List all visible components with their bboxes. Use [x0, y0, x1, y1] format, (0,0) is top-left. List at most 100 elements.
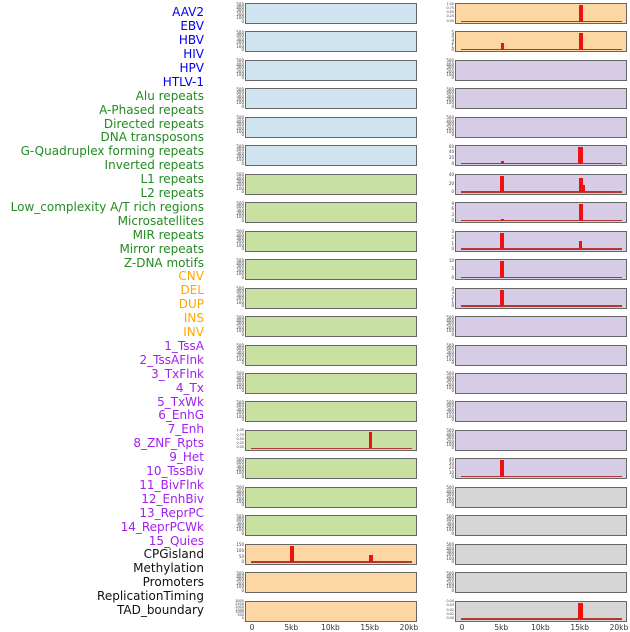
y-tick-label: 300: [446, 321, 454, 327]
y-tick-label: 400: [236, 61, 244, 67]
y-tick-label: 0.75: [446, 5, 454, 10]
zero-baseline: [251, 561, 412, 563]
y-tick-label: 300: [236, 8, 244, 14]
track-label: 15_Quies: [148, 533, 204, 548]
y-tick-label: 0.50: [446, 10, 454, 14]
y-tick-label: 100: [236, 43, 244, 49]
y-tick-label: 400: [446, 488, 454, 494]
track-panel: 150 100 50 0: [236, 543, 417, 565]
y-tick-label: 0: [451, 132, 454, 138]
plot-column-right: 1.00 0.75 0.50 0.25 0.00 5 4 3 2 1 0 500 400 300 200 10…: [446, 0, 628, 632]
y-tick-label: 5: [451, 29, 454, 35]
y-tick-label: 100: [236, 214, 244, 220]
y-tick-label: 300: [446, 406, 454, 412]
y-tick-label: 200: [446, 324, 454, 330]
y-tick-label: 0: [451, 274, 454, 280]
track-label: Mirror repeats: [119, 241, 204, 256]
y-tick-label: 400: [446, 61, 454, 67]
y-tick-label: 300: [446, 492, 454, 498]
y-tick-label: 0: [451, 75, 454, 81]
track-panel: 500 400 300 200 100 0: [446, 344, 627, 366]
track-label: INV: [183, 325, 204, 339]
y-tick-label: 0: [451, 502, 454, 508]
data-spike: [500, 261, 505, 278]
data-spike: [368, 555, 373, 563]
y-tick-label: 400: [446, 317, 454, 323]
y-tick-label: 400: [446, 517, 454, 523]
data-spike: [582, 185, 585, 193]
y-tick-label: 150: [236, 542, 244, 548]
track-label: 1_TssA: [164, 338, 204, 353]
zero-baseline: [461, 20, 622, 22]
y-tick-label: 100: [236, 72, 244, 77]
track-panel: 500 400 300 200 100 0: [446, 429, 627, 451]
y-tick-label: 100: [236, 527, 244, 533]
y-tick-label: 0: [451, 530, 454, 536]
y-tick-label: 500: [236, 143, 244, 149]
track-label: 4_Tx: [175, 380, 204, 395]
zero-baseline: [461, 191, 622, 193]
y-tick-label: 0: [241, 189, 244, 195]
track-label: 2_TssAFlnk: [139, 352, 204, 367]
y-tick-label: 0: [241, 103, 244, 109]
track-label: TAD_boundary: [116, 603, 204, 617]
data-spike: [500, 175, 505, 193]
data-spike: [500, 460, 505, 477]
track-label: DUP: [178, 297, 204, 312]
y-tick-label: 0: [451, 416, 454, 422]
y-tick-label: 300: [236, 207, 244, 213]
zero-baseline: [251, 447, 412, 449]
track-label: HBV: [178, 33, 204, 48]
y-tick-label: 50: [238, 553, 244, 559]
y-tick-label: 0: [241, 217, 244, 223]
y-tick-label: 9: [451, 200, 454, 206]
y-tick-label: 500: [236, 314, 244, 320]
y-tick-label: 0: [451, 46, 454, 52]
y-tick-label: 0: [241, 75, 244, 81]
y-tick-label: 100: [236, 242, 244, 248]
y-tick-label: 1.00: [446, 1, 454, 6]
track-panel: 40 30 20 10 0: [449, 457, 627, 480]
data-spike: [500, 161, 504, 164]
track-label: HPV: [179, 60, 204, 75]
track-panel: 500 400 300 200 100 0: [236, 315, 417, 338]
track-label: Methylation: [133, 561, 204, 576]
y-tick-label: 400: [236, 90, 244, 96]
y-tick-label: 0: [241, 160, 244, 166]
y-tick-label: 10: [448, 469, 454, 475]
y-tick-label: 300: [446, 520, 454, 526]
data-spike: [578, 33, 583, 50]
data-spike: [290, 545, 295, 563]
track-panel: 500 400 300 200 100 0: [446, 514, 627, 537]
y-tick-label: 100: [236, 356, 244, 362]
y-tick-label: 0.25: [236, 441, 244, 446]
y-tick-label: 40: [448, 456, 454, 462]
y-tick-label: 100: [236, 413, 244, 419]
y-tick-label: 500: [236, 399, 244, 405]
track-label: CPGisland: [143, 547, 204, 562]
y-tick-label: 100: [446, 100, 454, 106]
track-label: HTLV-1: [162, 74, 204, 89]
y-tick-label: 100: [236, 128, 244, 134]
y-tick-label: 400: [236, 33, 244, 39]
y-tick-label: 2: [451, 294, 454, 300]
track-panel: 500 400 300 200 100 0: [446, 87, 627, 110]
y-tick-label: 500: [236, 229, 244, 235]
y-tick-label: 200: [236, 68, 244, 74]
y-tick-label: 200: [236, 523, 244, 529]
y-tick-label: 200: [446, 97, 454, 103]
y-tick-label: 500: [446, 314, 454, 320]
y-tick-label: 0: [241, 46, 244, 52]
zero-baseline: [461, 219, 622, 222]
track-panel: 500 400 300 200 100 0: [236, 87, 417, 110]
y-tick-label: 200: [236, 467, 244, 473]
data-spike: [578, 178, 583, 193]
y-tick-label: 0: [241, 274, 244, 280]
y-tick-label: 200: [236, 353, 244, 359]
track-label: 13_ReprPC: [139, 505, 204, 520]
y-tick-label: 300: [236, 321, 244, 327]
track-label: L2 repeats: [140, 186, 205, 200]
track-label: DEL: [180, 283, 204, 298]
track-label: Microsatellites: [117, 213, 204, 228]
